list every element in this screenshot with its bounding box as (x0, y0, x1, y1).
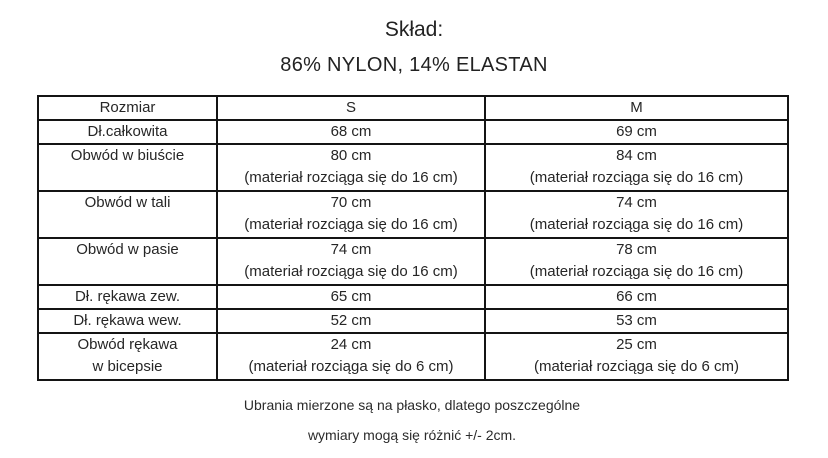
disclaimer-line-2: wymiary mogą się różnić +/- 2cm. (307, 427, 517, 443)
size-m-value: 66 cm (484, 284, 789, 310)
stretch-note: (materiał rozciąga się do 16 cm) (244, 216, 458, 233)
value-line: 84 cm (616, 147, 657, 164)
table-row-rekawa-wew: Dł. rękawa wew. 52 cm 53 cm (37, 308, 789, 334)
size-m-value: 53 cm (484, 308, 789, 334)
table-row-obwod-bicepsie: Obwód rękawa w bicepsie 24 cm (materiał … (37, 332, 789, 381)
stretch-note: (materiał rozciąga się do 16 cm) (244, 169, 458, 186)
title-block: Skład: 86% NYLON, 14% ELASTAN (0, 0, 828, 78)
size-s-value: 70 cm (materiał rozciąga się do 16 cm) (216, 190, 486, 239)
row-label: Dł. rękawa wew. (37, 308, 218, 334)
stretch-note: (materiał rozciąga się do 6 cm) (248, 358, 454, 375)
row-label: Obwód w tali (37, 190, 218, 239)
table-row-obwod-pasie: Obwód w pasie 74 cm (materiał rozciąga s… (37, 237, 789, 286)
size-s-value: 24 cm (materiał rozciąga się do 6 cm) (216, 332, 486, 381)
stretch-note: (materiał rozciąga się do 16 cm) (529, 216, 744, 233)
row-label: Dł. rękawa zew. (37, 284, 218, 310)
stretch-note: (materiał rozciąga się do 16 cm) (244, 263, 458, 280)
size-m-value: 25 cm (materiał rozciąga się do 6 cm) (484, 332, 789, 381)
measurement-disclaimer: Ubrania mierzone są na płasko, dlatego p… (37, 390, 787, 450)
row-label: Dł.całkowita (37, 119, 218, 145)
value-line: 25 cm (616, 336, 657, 353)
header-rozmiar: Rozmiar (37, 95, 218, 121)
table-row-rekawa-zew: Dł. rękawa zew. 65 cm 66 cm (37, 284, 789, 310)
composition-subtitle: 86% NYLON, 14% ELASTAN (280, 54, 548, 76)
header-size-m: M (484, 95, 789, 121)
size-m-value: 74 cm (materiał rozciąga się do 16 cm) (484, 190, 789, 239)
value-line: 74 cm (616, 194, 657, 211)
value-line: 80 cm (330, 147, 372, 164)
label-line-2: w bicepsie (92, 358, 163, 375)
row-label: Obwód w pasie (37, 237, 218, 286)
table-header-row: Rozmiar S M (37, 95, 789, 121)
page-title: Skład: (384, 18, 444, 41)
value-line: 70 cm (330, 194, 372, 211)
row-label: Obwód w biuście (37, 143, 218, 192)
stretch-note: (materiał rozciąga się do 16 cm) (529, 263, 744, 280)
value-line: 24 cm (330, 336, 372, 353)
label-line-1: Obwód rękawa (77, 336, 178, 353)
stretch-note: (materiał rozciąga się do 16 cm) (529, 169, 744, 186)
size-s-value: 52 cm (216, 308, 486, 334)
table-row-obwod-biuscie: Obwód w biuście 80 cm (materiał rozciąga… (37, 143, 789, 192)
disclaimer-line-1: Ubrania mierzone są na płasko, dlatego p… (243, 397, 581, 413)
row-label: Obwód rękawa w bicepsie (37, 332, 218, 381)
size-s-value: 74 cm (materiał rozciąga się do 16 cm) (216, 237, 486, 286)
size-s-value: 65 cm (216, 284, 486, 310)
size-s-value: 80 cm (materiał rozciąga się do 16 cm) (216, 143, 486, 192)
header-size-s: S (216, 95, 486, 121)
stretch-note: (materiał rozciąga się do 6 cm) (533, 358, 740, 375)
table-row-obwod-tali: Obwód w tali 70 cm (materiał rozciąga si… (37, 190, 789, 239)
table-row-dl-calkowita: Dł.całkowita 68 cm 69 cm (37, 119, 789, 145)
value-line: 78 cm (616, 241, 657, 258)
size-m-value: 84 cm (materiał rozciąga się do 16 cm) (484, 143, 789, 192)
size-m-value: 69 cm (484, 119, 789, 145)
value-line: 74 cm (330, 241, 372, 258)
size-chart-table: Rozmiar S M Dł.całkowita 68 cm 69 cm Obw… (37, 95, 789, 381)
size-m-value: 78 cm (materiał rozciąga się do 16 cm) (484, 237, 789, 286)
size-s-value: 68 cm (216, 119, 486, 145)
